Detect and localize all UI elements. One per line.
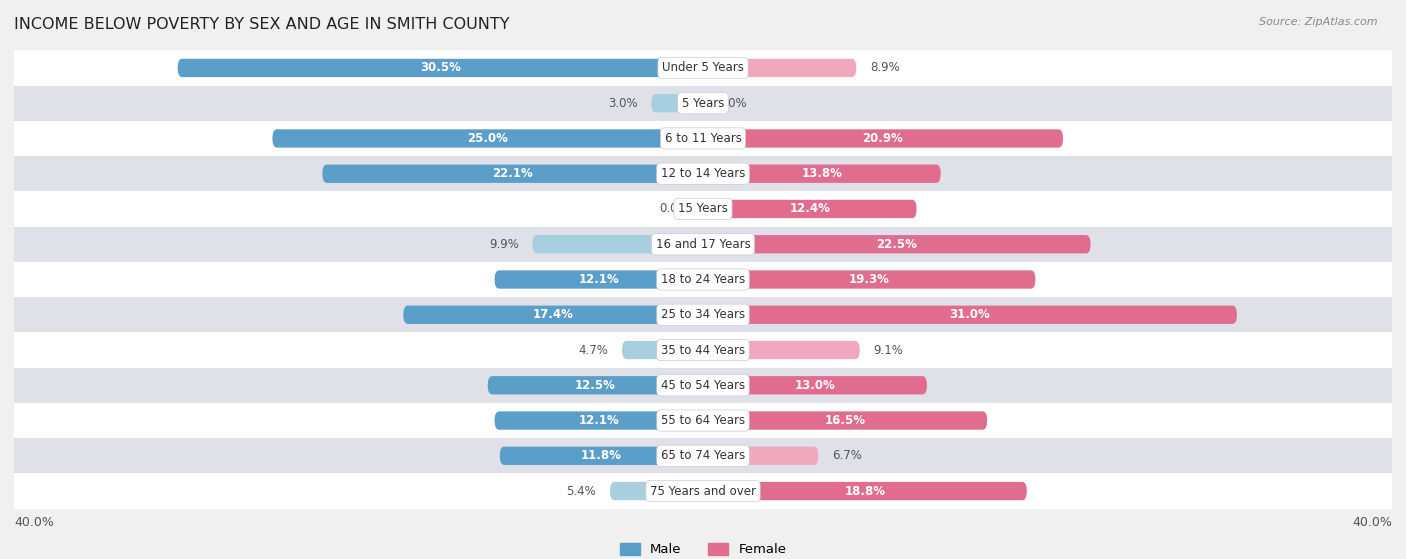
- FancyBboxPatch shape: [703, 271, 1035, 288]
- FancyBboxPatch shape: [177, 59, 703, 77]
- FancyBboxPatch shape: [703, 341, 859, 359]
- Text: 55 to 64 Years: 55 to 64 Years: [661, 414, 745, 427]
- Text: 13.8%: 13.8%: [801, 167, 842, 180]
- Bar: [14, 121, 1392, 156]
- Bar: [14, 297, 1392, 333]
- Text: INCOME BELOW POVERTY BY SEX AND AGE IN SMITH COUNTY: INCOME BELOW POVERTY BY SEX AND AGE IN S…: [14, 17, 509, 32]
- Bar: [14, 86, 1392, 121]
- Text: 13.0%: 13.0%: [794, 379, 835, 392]
- FancyBboxPatch shape: [703, 306, 1237, 324]
- Text: 5.4%: 5.4%: [567, 485, 596, 498]
- Text: 31.0%: 31.0%: [949, 308, 990, 321]
- Text: 8.9%: 8.9%: [870, 61, 900, 74]
- Text: Source: ZipAtlas.com: Source: ZipAtlas.com: [1260, 17, 1378, 27]
- Text: 45 to 54 Years: 45 to 54 Years: [661, 379, 745, 392]
- FancyBboxPatch shape: [703, 59, 856, 77]
- FancyBboxPatch shape: [533, 235, 703, 253]
- FancyBboxPatch shape: [703, 129, 1063, 148]
- Text: 4.7%: 4.7%: [578, 344, 609, 357]
- Text: 16.5%: 16.5%: [824, 414, 866, 427]
- Text: 5 Years: 5 Years: [682, 97, 724, 110]
- Text: Under 5 Years: Under 5 Years: [662, 61, 744, 74]
- Bar: [14, 156, 1392, 191]
- FancyBboxPatch shape: [703, 200, 917, 218]
- Text: 0.0%: 0.0%: [717, 97, 747, 110]
- FancyBboxPatch shape: [703, 376, 927, 395]
- Text: 9.1%: 9.1%: [873, 344, 904, 357]
- Bar: [14, 438, 1392, 473]
- FancyBboxPatch shape: [610, 482, 703, 500]
- Text: 6.7%: 6.7%: [832, 449, 862, 462]
- FancyBboxPatch shape: [621, 341, 703, 359]
- Bar: [14, 191, 1392, 226]
- Bar: [14, 368, 1392, 403]
- Bar: [14, 403, 1392, 438]
- FancyBboxPatch shape: [703, 482, 1026, 500]
- Text: 19.3%: 19.3%: [849, 273, 890, 286]
- FancyBboxPatch shape: [703, 411, 987, 430]
- Text: 16 and 17 Years: 16 and 17 Years: [655, 238, 751, 251]
- FancyBboxPatch shape: [488, 376, 703, 395]
- FancyBboxPatch shape: [651, 94, 703, 112]
- Text: 40.0%: 40.0%: [1353, 517, 1392, 529]
- Text: 25 to 34 Years: 25 to 34 Years: [661, 308, 745, 321]
- Text: 18 to 24 Years: 18 to 24 Years: [661, 273, 745, 286]
- FancyBboxPatch shape: [495, 411, 703, 430]
- Text: 9.9%: 9.9%: [489, 238, 519, 251]
- FancyBboxPatch shape: [499, 447, 703, 465]
- Text: 11.8%: 11.8%: [581, 449, 621, 462]
- Text: 3.0%: 3.0%: [607, 97, 637, 110]
- Text: 15 Years: 15 Years: [678, 202, 728, 215]
- Text: 18.8%: 18.8%: [845, 485, 886, 498]
- Text: 25.0%: 25.0%: [467, 132, 508, 145]
- Bar: [14, 333, 1392, 368]
- Legend: Male, Female: Male, Female: [614, 538, 792, 559]
- Text: 20.9%: 20.9%: [862, 132, 904, 145]
- FancyBboxPatch shape: [703, 447, 818, 465]
- Bar: [14, 262, 1392, 297]
- Text: 35 to 44 Years: 35 to 44 Years: [661, 344, 745, 357]
- Bar: [14, 473, 1392, 509]
- Text: 12.4%: 12.4%: [789, 202, 830, 215]
- Text: 75 Years and over: 75 Years and over: [650, 485, 756, 498]
- Text: 12.5%: 12.5%: [575, 379, 616, 392]
- Text: 22.5%: 22.5%: [876, 238, 917, 251]
- FancyBboxPatch shape: [703, 164, 941, 183]
- FancyBboxPatch shape: [273, 129, 703, 148]
- Text: 12.1%: 12.1%: [578, 414, 619, 427]
- Text: 30.5%: 30.5%: [420, 61, 461, 74]
- Bar: [14, 226, 1392, 262]
- Text: 6 to 11 Years: 6 to 11 Years: [665, 132, 741, 145]
- FancyBboxPatch shape: [495, 271, 703, 288]
- FancyBboxPatch shape: [322, 164, 703, 183]
- Text: 12 to 14 Years: 12 to 14 Years: [661, 167, 745, 180]
- Text: 0.0%: 0.0%: [659, 202, 689, 215]
- Text: 12.1%: 12.1%: [578, 273, 619, 286]
- FancyBboxPatch shape: [404, 306, 703, 324]
- Text: 17.4%: 17.4%: [533, 308, 574, 321]
- Text: 65 to 74 Years: 65 to 74 Years: [661, 449, 745, 462]
- Text: 22.1%: 22.1%: [492, 167, 533, 180]
- FancyBboxPatch shape: [703, 235, 1091, 253]
- Text: 40.0%: 40.0%: [14, 517, 53, 529]
- Bar: [14, 50, 1392, 86]
